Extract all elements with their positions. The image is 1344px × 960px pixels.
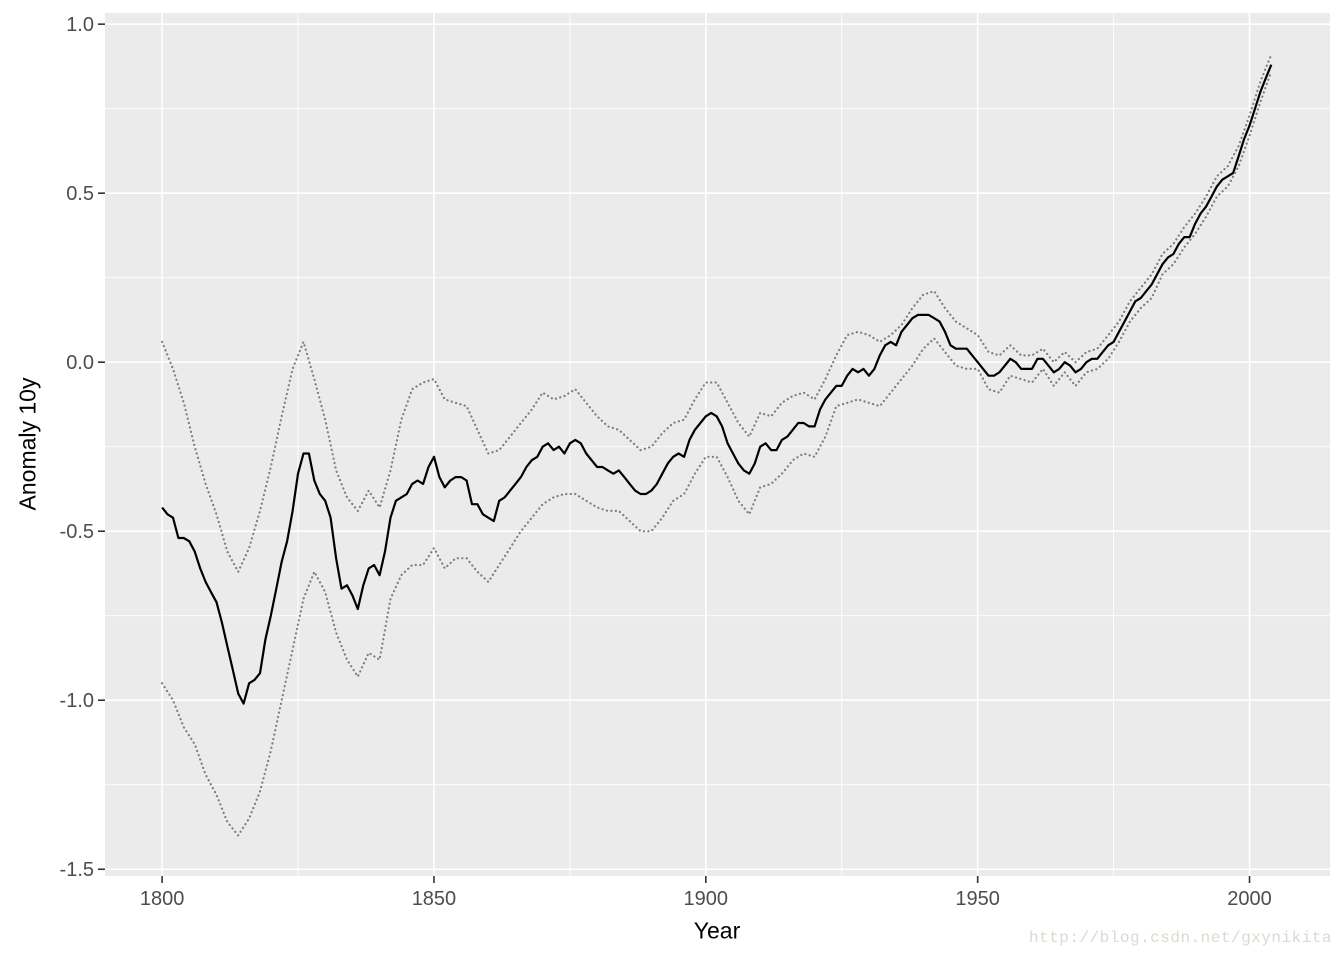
anomaly-10y-mean-line [161,64,1273,705]
x-axis-title: Year [693,917,741,944]
plot-panel [105,13,1330,876]
y-axis-title: Anomaly 10y [14,377,41,511]
lower-uncertainty-line [161,70,1273,837]
x-tick-label: 1900 [684,888,729,910]
y-tick-label: 1.0 [66,14,94,36]
x-tick-label: 1800 [140,888,185,910]
upper-uncertainty-line [161,53,1273,573]
y-tick-label: 0.0 [66,352,94,374]
y-tick-label: -0.5 [60,521,94,543]
watermark-url: http://blog.csdn.net/gxynikita [1028,929,1332,947]
x-tick-label: 1850 [412,888,457,910]
y-tick-label: 0.5 [66,183,94,205]
x-tick-label: 2000 [1227,888,1272,910]
x-tick-label: 1950 [955,888,1000,910]
y-tick-label: -1.5 [60,859,94,881]
y-tick-label: -1.0 [60,690,94,712]
